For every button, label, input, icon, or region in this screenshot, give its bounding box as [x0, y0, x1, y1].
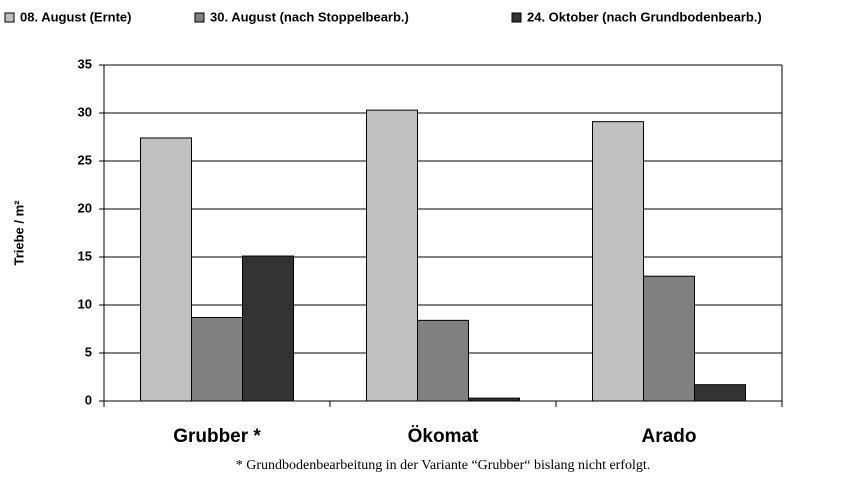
legend-label: 08. August (Ernte) — [20, 9, 131, 24]
y-tick-label: 5 — [85, 344, 92, 359]
y-tick-label: 20 — [78, 200, 92, 215]
x-tick-label: Ökomat — [408, 426, 479, 447]
legend-swatch — [4, 12, 15, 23]
bar — [140, 137, 192, 402]
legend-label: 24. Oktober (nach Grundbodenbearb.) — [527, 9, 762, 24]
legend-label: 30. August (nach Stoppelbearb.) — [210, 9, 409, 24]
y-tick-label: 10 — [78, 296, 92, 311]
x-tick-label: Grubber * — [173, 426, 261, 447]
bar — [694, 384, 746, 402]
legend-swatch — [511, 12, 522, 23]
bar — [366, 109, 418, 402]
x-tick-label: Arado — [642, 426, 697, 447]
bar — [643, 275, 695, 402]
bar — [468, 397, 520, 402]
legend-swatch — [194, 12, 205, 23]
y-axis-label: Triebe / m² — [11, 200, 26, 266]
bar — [191, 316, 243, 402]
y-tick-label: 0 — [85, 392, 92, 407]
y-tick-label: 25 — [78, 152, 92, 167]
bar — [242, 255, 294, 402]
y-tick-label: 30 — [78, 104, 92, 119]
y-tick-label: 15 — [78, 248, 92, 263]
bar — [417, 319, 469, 402]
bar — [592, 121, 644, 402]
footnote: * Grundbodenbearbeitung in der Variante … — [236, 458, 651, 473]
y-tick-label: 35 — [78, 56, 92, 71]
